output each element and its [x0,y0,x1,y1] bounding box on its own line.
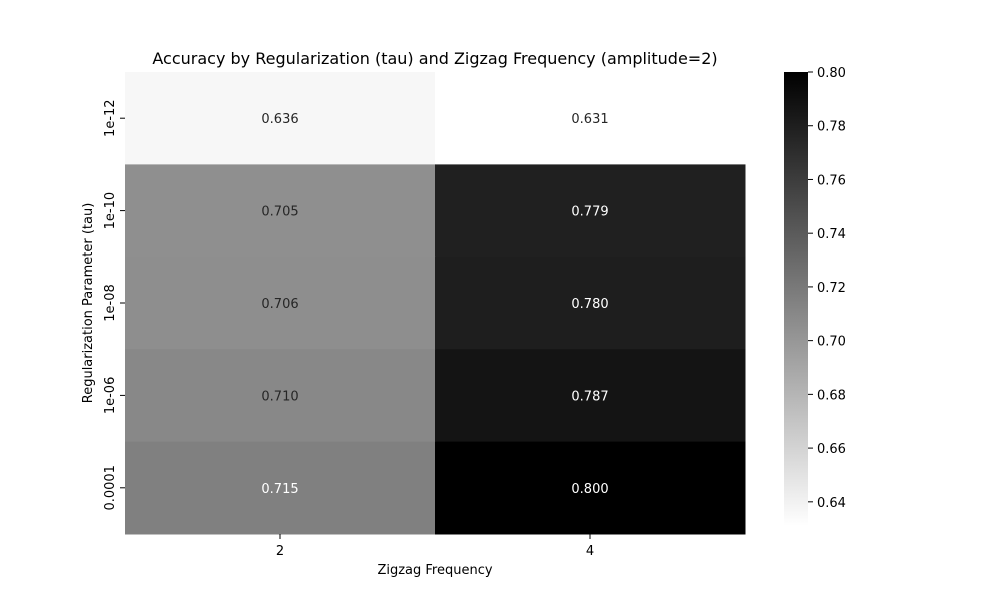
chart-title: Accuracy by Regularization (tau) and Zig… [152,49,717,68]
colorbar-tick-label: 0.68 [817,388,846,403]
colorbar-tick-label: 0.78 [817,120,846,135]
colorbar-ticks: 0.64 0.66 0.68 0.70 0.72 0.74 0.76 0.78 0.80 [808,66,846,511]
heatmap-cell-value: 0.715 [261,482,298,497]
x-tick-label: 2 [276,544,284,559]
heatmap-cell [125,349,436,443]
heatmap-cell [125,164,436,258]
colorbar-tick-label: 0.76 [817,173,846,188]
heatmap-cell [435,256,746,350]
y-tick-label: 1e-06 [103,377,118,415]
heatmap-cell-value: 0.787 [571,389,608,404]
y-tick-label: 1e-08 [103,284,118,322]
heatmap-value-labels: 0.636 0.631 0.705 0.779 0.706 0.780 0.710 0.787… [261,112,608,497]
colorbar-tick-label: 0.66 [817,442,846,457]
colorbar-tick-label: 0.72 [817,281,846,296]
heatmap-cell [125,256,436,350]
y-tick-label: 1e-10 [103,192,118,230]
colorbar-tick-label: 0.64 [817,496,846,511]
heatmap-cell [125,72,436,165]
colorbar-tick-label: 0.70 [817,335,846,350]
y-tick-label: 1e-12 [103,99,118,137]
colorbar-tick-label: 0.74 [817,227,846,242]
heatmap-cells [125,72,746,535]
x-axis-label: Zigzag Frequency [377,563,492,578]
heatmap-cell [435,349,746,443]
heatmap-cell-value: 0.706 [261,297,298,312]
x-tick-label: 4 [586,544,594,559]
heatmap-cell-value: 0.800 [571,482,608,497]
y-axis-ticks: 1e-12 1e-10 1e-08 1e-06 0.0001 [103,99,125,511]
heatmap-cell [435,72,746,165]
heatmap-cell-value: 0.631 [571,112,608,127]
colorbar [784,72,808,526]
heatmap-cell-value: 0.780 [571,297,608,312]
y-tick-label: 0.0001 [103,465,118,511]
heatmap-cell [435,164,746,258]
y-axis-label: Regularization Parameter (tau) [81,203,96,404]
colorbar-tick-label: 0.80 [817,66,846,81]
heatmap-cell [125,441,436,535]
heatmap-cell-value: 0.710 [261,389,298,404]
heatmap-cell-value: 0.705 [261,205,298,220]
heatmap-cell [435,441,746,535]
heatmap-cell-value: 0.636 [261,112,298,127]
heatmap-cell-value: 0.779 [571,205,608,220]
